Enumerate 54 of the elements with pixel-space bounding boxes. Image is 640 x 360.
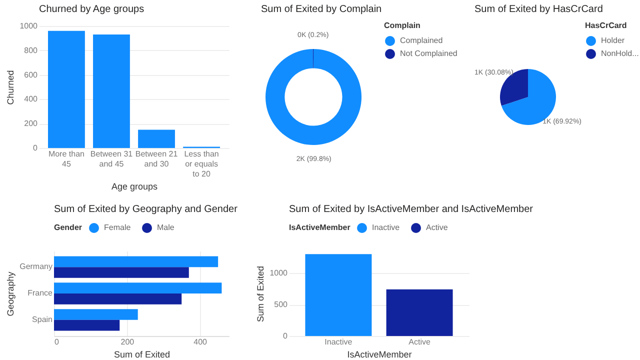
legend-label: Holder bbox=[601, 36, 625, 45]
x-axis-title: Sum of Exited bbox=[114, 350, 170, 360]
y-tick-label: 500 bbox=[274, 300, 288, 310]
legend-label: Complained bbox=[400, 36, 443, 45]
bar bbox=[54, 256, 218, 268]
chart-title: Sum of Exited by IsActiveMember and IsActiveMember bbox=[289, 204, 534, 215]
legend-label: NonHold... bbox=[601, 49, 639, 58]
chart-title: Churned by Age groups bbox=[39, 4, 144, 15]
y-tick-label: France bbox=[28, 288, 54, 298]
x-axis-title: Age groups bbox=[111, 182, 158, 192]
bar bbox=[54, 282, 222, 294]
y-tick-label: 1000 bbox=[20, 22, 38, 30]
legend-label: Active bbox=[426, 223, 448, 232]
y-tick-label: 0 bbox=[33, 144, 38, 152]
y-tick-label: Germany bbox=[20, 262, 52, 272]
bar bbox=[48, 30, 85, 148]
bar bbox=[54, 320, 120, 331]
bar bbox=[93, 34, 130, 148]
y-tick-label: Spain bbox=[32, 314, 52, 324]
legend-label: Inactive bbox=[372, 223, 400, 232]
bar bbox=[138, 130, 175, 148]
bar bbox=[54, 309, 138, 320]
chart-title: Sum of Exited by HasCrCard bbox=[474, 4, 603, 15]
x-tick-label: 200 bbox=[120, 338, 135, 346]
x-tick-label: 400 bbox=[194, 338, 208, 346]
y-axis-title: Sum of Exited bbox=[256, 266, 266, 322]
x-tick-label: Between 21 and 30 bbox=[135, 150, 178, 168]
legend-title: HasCrCard bbox=[585, 21, 627, 30]
y-tick-label: 0 bbox=[283, 332, 288, 340]
y-tick-label: 1000 bbox=[270, 268, 288, 278]
legend-label: Male bbox=[157, 223, 175, 232]
x-tick-label: Active bbox=[408, 338, 431, 346]
legend-title: Complain bbox=[384, 21, 421, 30]
x-tick-label: Between 31 and 45 bbox=[90, 150, 134, 168]
x-tick-label: Inactive bbox=[324, 338, 353, 346]
donut-slice bbox=[266, 49, 362, 145]
x-tick-label: 0 bbox=[54, 338, 60, 346]
chart-title: Sum of Exited by Complain bbox=[261, 4, 382, 15]
legend-title: IsActiveMember bbox=[289, 223, 350, 232]
bar bbox=[54, 267, 189, 278]
y-tick-label: 600 bbox=[24, 70, 38, 80]
chart-title: Sum of Exited by Geography and Gender bbox=[54, 204, 238, 215]
x-axis-title: IsActiveMember bbox=[347, 350, 412, 360]
bar bbox=[54, 294, 182, 304]
x-tick-label: More than 45 bbox=[48, 150, 84, 168]
y-tick-label: 800 bbox=[24, 46, 38, 55]
legend-label: Not Complained bbox=[400, 49, 458, 58]
y-tick-label: 400 bbox=[24, 94, 38, 104]
legend-label: Female bbox=[104, 223, 132, 232]
legend-title: Gender bbox=[54, 223, 82, 232]
y-tick-label: 200 bbox=[24, 119, 38, 128]
y-axis-title: Churned bbox=[6, 70, 16, 105]
x-tick-label: Less than or equals to 20 bbox=[184, 150, 219, 178]
y-axis-title: Geography bbox=[6, 271, 16, 316]
